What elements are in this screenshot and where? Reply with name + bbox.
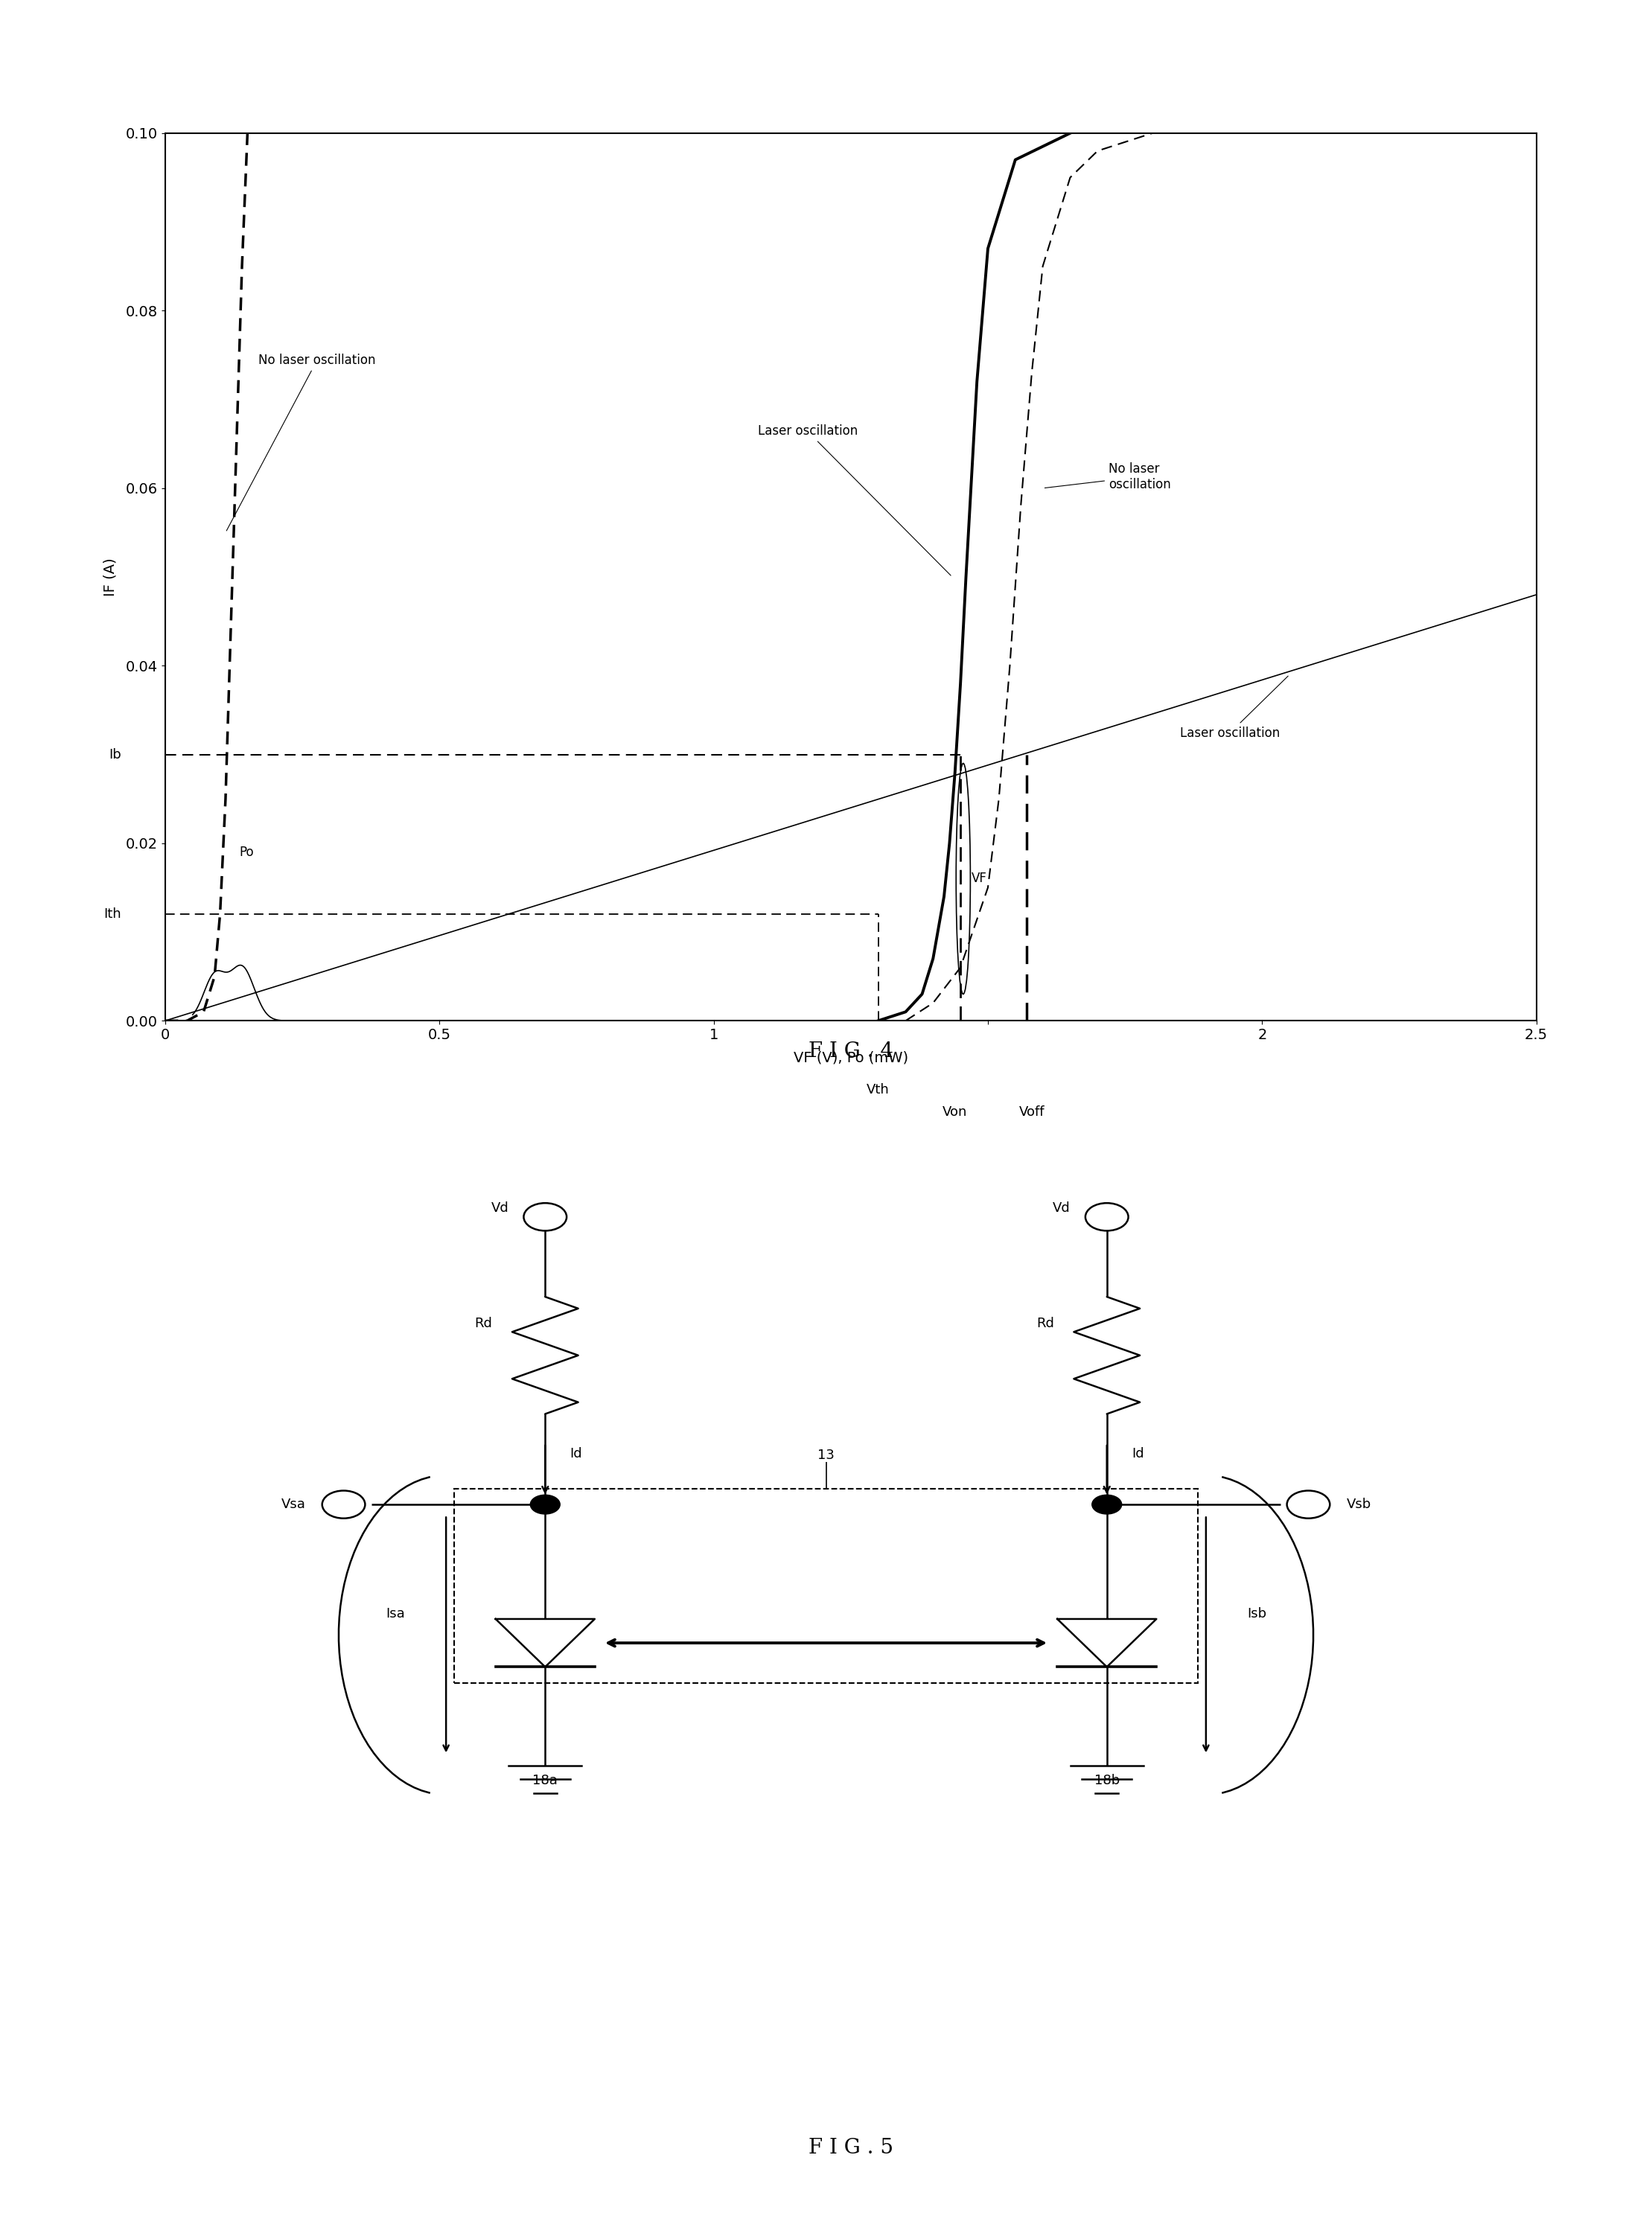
- Text: F I G . 4: F I G . 4: [808, 1041, 894, 1063]
- Text: F I G . 5: F I G . 5: [808, 2137, 894, 2159]
- Text: Vd: Vd: [491, 1203, 509, 1216]
- Text: Po: Po: [240, 845, 254, 859]
- Text: 18a: 18a: [532, 1773, 558, 1786]
- Text: Laser oscillation: Laser oscillation: [758, 424, 952, 575]
- Text: No laser
oscillation: No laser oscillation: [1044, 462, 1171, 490]
- Text: 13: 13: [818, 1449, 834, 1462]
- Text: No laser oscillation: No laser oscillation: [226, 353, 375, 530]
- X-axis label: VF (V), Po (mW): VF (V), Po (mW): [793, 1050, 909, 1065]
- Polygon shape: [1057, 1620, 1156, 1666]
- Text: Ith: Ith: [104, 908, 121, 921]
- Text: Id: Id: [1132, 1447, 1143, 1460]
- Text: Ib: Ib: [109, 748, 121, 761]
- Text: Vth: Vth: [867, 1083, 890, 1096]
- Text: 18b: 18b: [1094, 1773, 1120, 1786]
- Text: Vsb: Vsb: [1346, 1498, 1371, 1511]
- Text: VF: VF: [971, 872, 986, 885]
- Text: Isb: Isb: [1247, 1607, 1267, 1620]
- Text: Voff: Voff: [1019, 1105, 1044, 1118]
- Text: Vsa: Vsa: [281, 1498, 306, 1511]
- Circle shape: [1092, 1496, 1122, 1513]
- Text: Laser oscillation: Laser oscillation: [1180, 677, 1289, 739]
- Circle shape: [530, 1496, 560, 1513]
- Y-axis label: IF (A): IF (A): [104, 557, 117, 597]
- Bar: [454, 1489, 1198, 1682]
- Text: Vd: Vd: [1052, 1203, 1070, 1216]
- Text: Rd: Rd: [1036, 1316, 1054, 1329]
- Text: Von: Von: [943, 1105, 968, 1118]
- Text: Isa: Isa: [385, 1607, 405, 1620]
- Text: Rd: Rd: [474, 1316, 492, 1329]
- Polygon shape: [496, 1620, 595, 1666]
- Text: Id: Id: [570, 1447, 582, 1460]
